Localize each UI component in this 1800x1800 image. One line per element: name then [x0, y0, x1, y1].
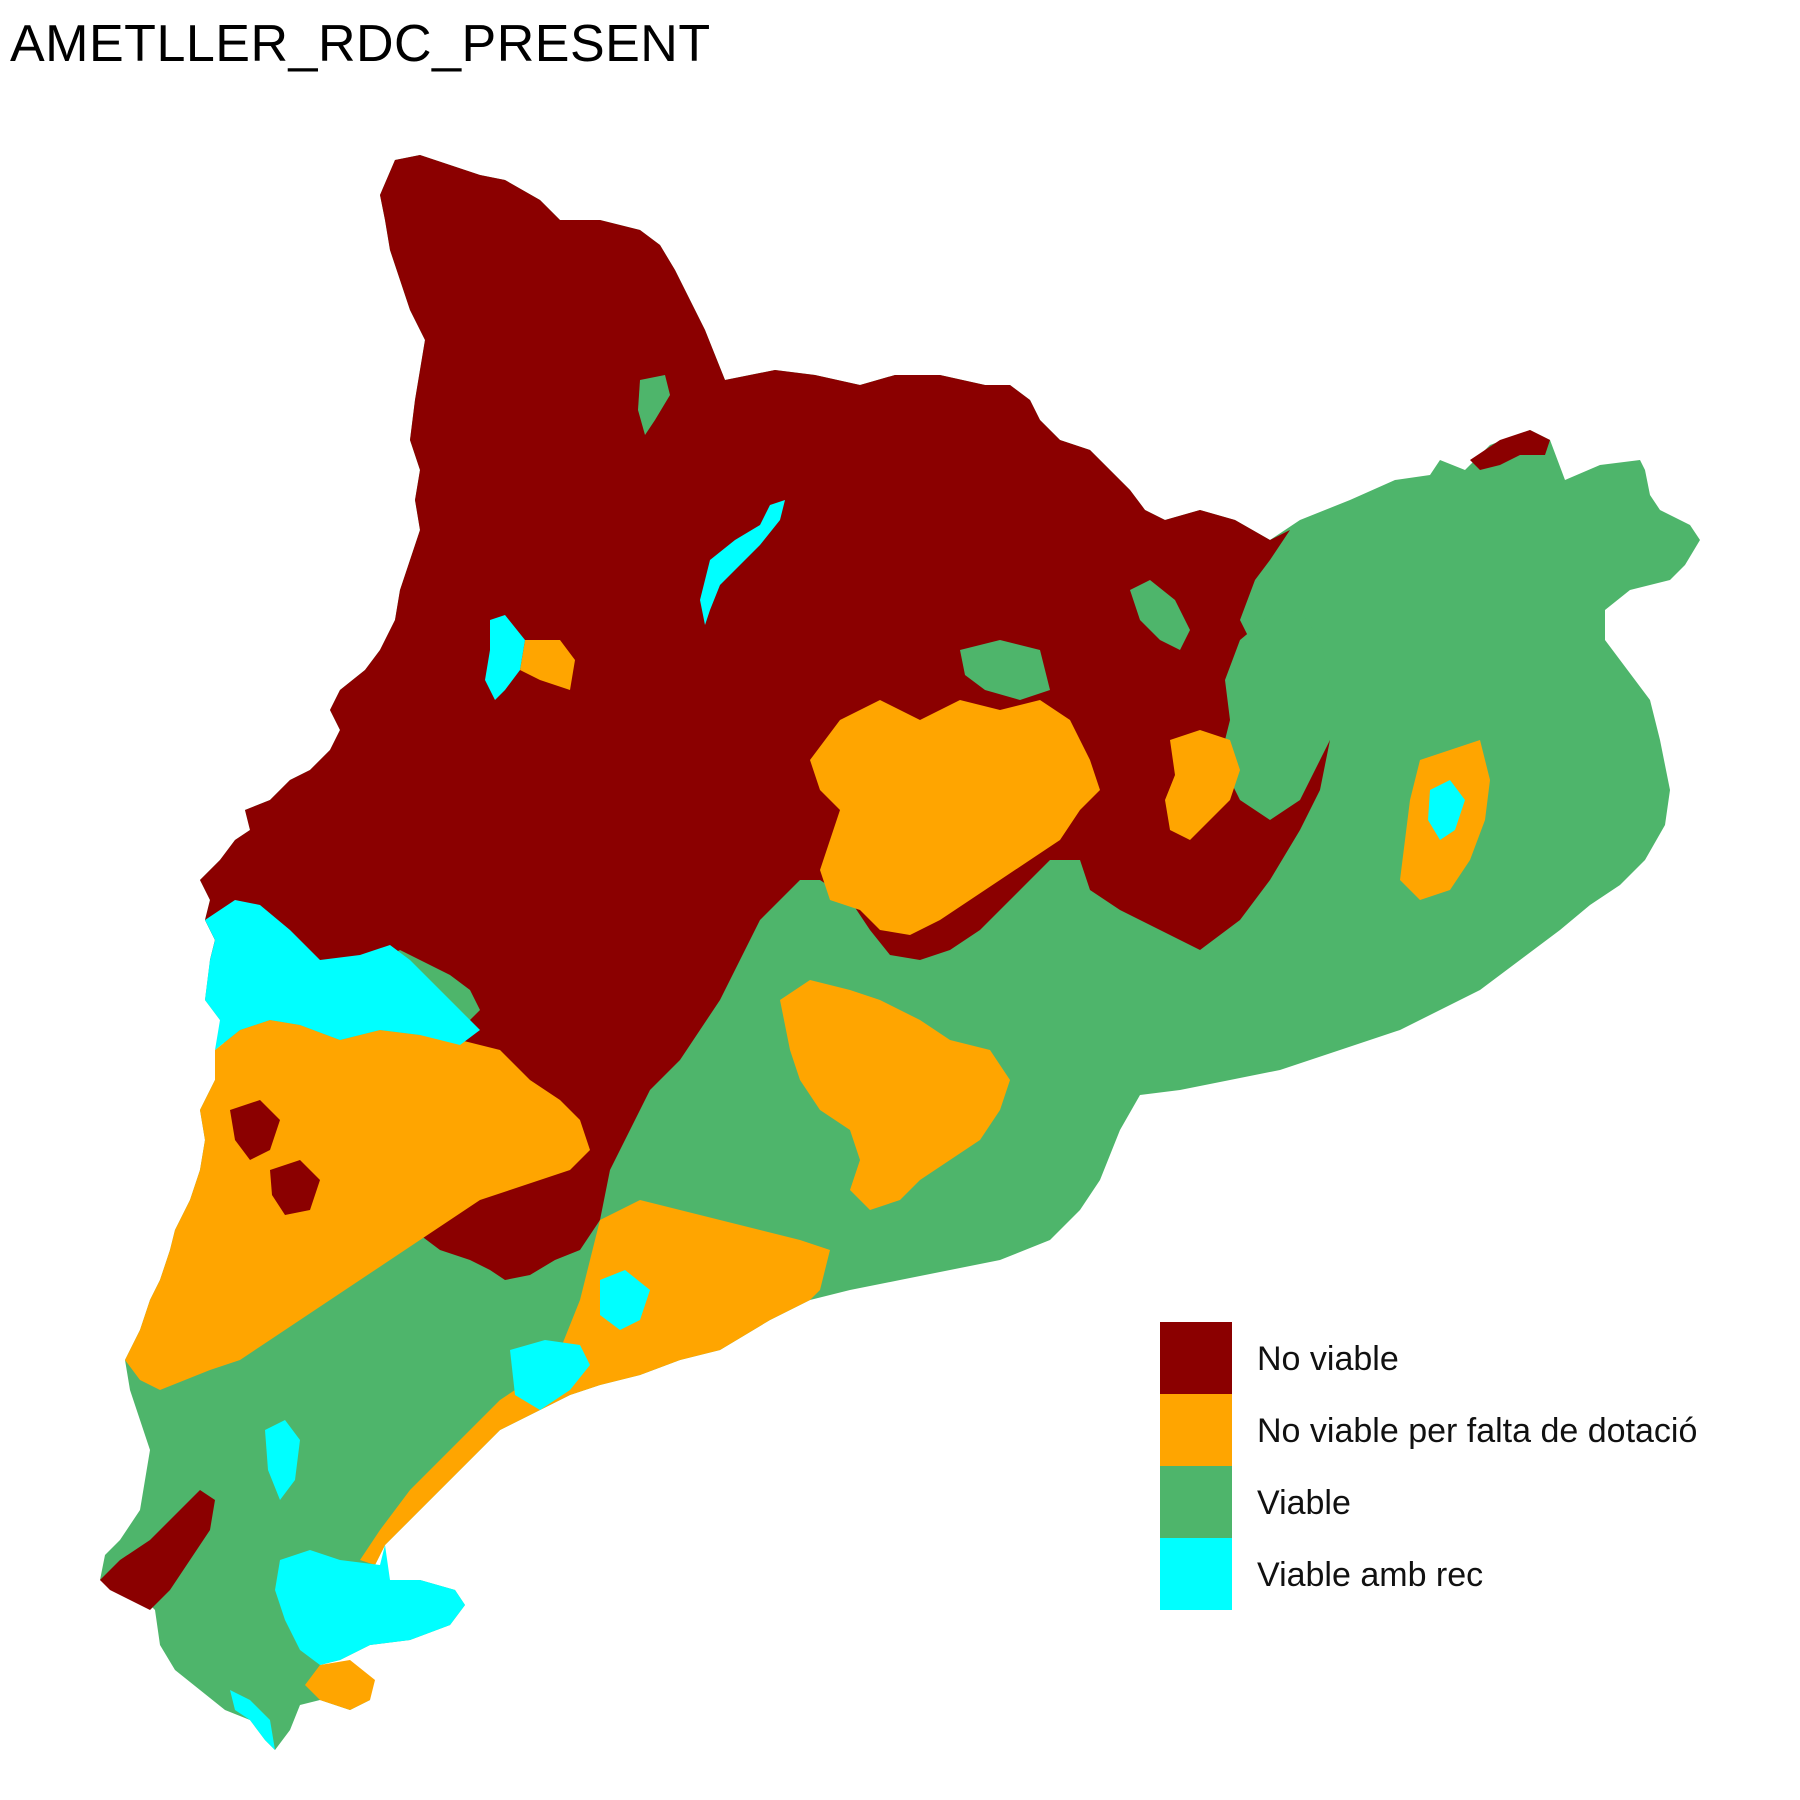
region-viable-small-1	[638, 375, 670, 435]
legend-swatch-no-viable	[1160, 1322, 1232, 1394]
legend-swatch-no-viable-dotacio	[1160, 1394, 1232, 1466]
region-viable-rec-north-1	[485, 615, 525, 700]
legend-label-no-viable: No viable	[1257, 1340, 1399, 1378]
region-viable-rec-coast-2	[510, 1340, 590, 1410]
region-no-viable-sw-3	[270, 1160, 320, 1215]
region-viable-rec-delta	[275, 1545, 465, 1665]
region-viable-rec-girona	[1428, 780, 1465, 840]
region-no-viable-dotacio-east	[1165, 730, 1240, 840]
region-no-viable-dotacio-mid	[780, 980, 1010, 1210]
region-viable-north-patch	[1220, 610, 1340, 820]
region-viable-rec-river	[265, 1420, 300, 1500]
region-no-viable-dotacio-coast	[360, 1200, 830, 1565]
region-viable-rec-west	[205, 900, 480, 1050]
region-viable-rec-coast-1	[600, 1270, 650, 1330]
region-no-viable-sw-2	[100, 1490, 215, 1610]
region-no-viable-ne	[1470, 430, 1550, 470]
region-no-viable-north	[200, 155, 1330, 1280]
legend-swatch-viable-rec	[1160, 1538, 1232, 1610]
region-viable-small-2	[1130, 580, 1190, 650]
region-viable-rec-north-2	[700, 500, 785, 625]
region-no-viable-sw-1	[230, 1100, 280, 1160]
legend-label-no-viable-dotacio: No viable per falta de dotació	[1257, 1412, 1698, 1450]
legend-swatch-viable	[1160, 1466, 1232, 1538]
region-no-viable-dotacio-delta-tip	[305, 1660, 375, 1710]
map-title: AMETLLER_RDC_PRESENT	[10, 15, 711, 73]
legend-label-viable: Viable	[1257, 1484, 1351, 1522]
region-viable-rec-south-strip	[230, 1690, 275, 1750]
region-viable-small-3	[960, 640, 1050, 700]
region-no-viable-dotacio-central	[810, 700, 1100, 935]
region-no-viable-dotacio-north-strip	[520, 640, 575, 690]
legend-label-viable-rec: Viable amb rec	[1257, 1556, 1484, 1594]
